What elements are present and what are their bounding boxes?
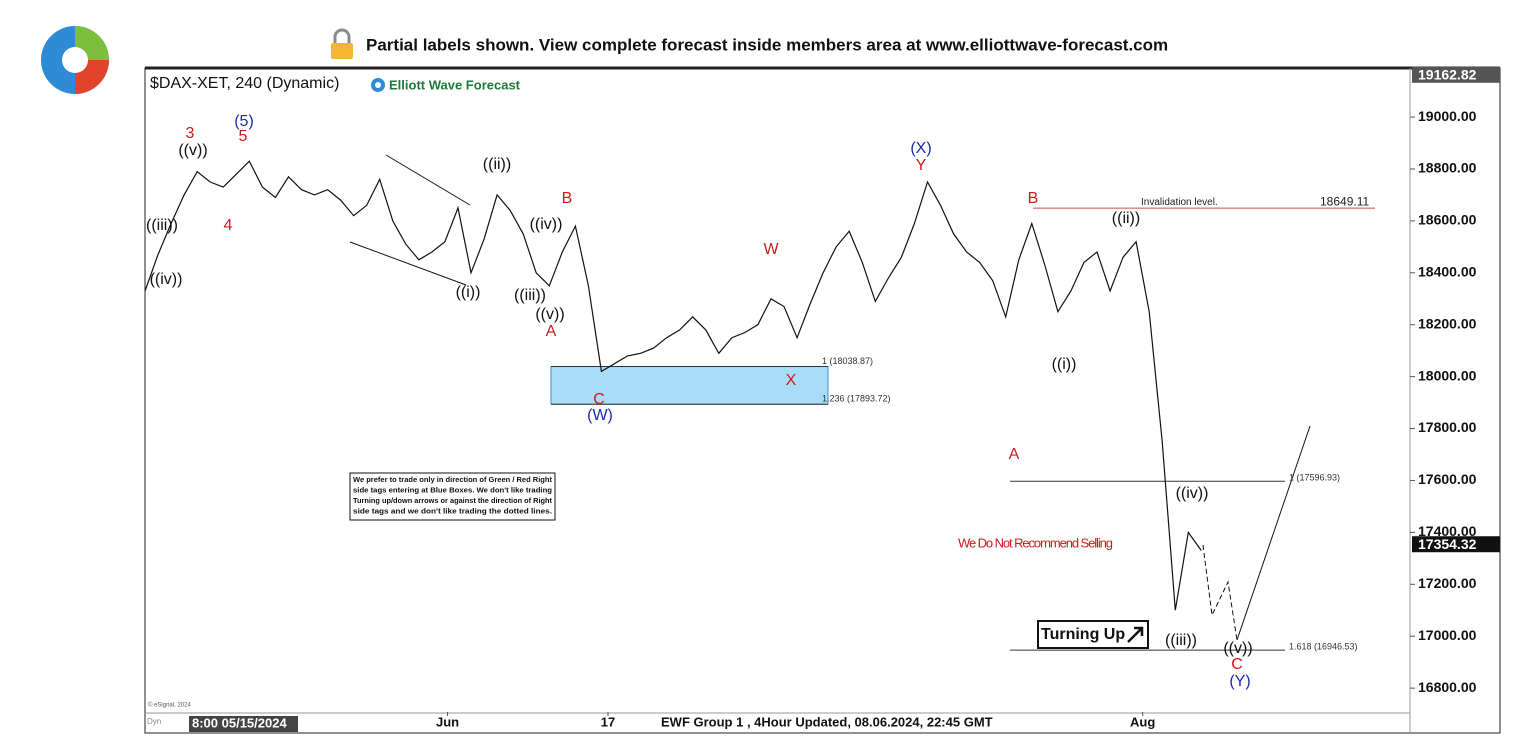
- y-tick-label: 16800.00: [1418, 679, 1477, 695]
- wave-label: B: [562, 190, 573, 207]
- x-tick-label: Jun: [436, 714, 459, 729]
- note: We Do Not Recommend Selling: [958, 535, 1113, 550]
- lock-icon: [331, 28, 353, 59]
- x-tick-label: 17: [601, 714, 615, 729]
- wave-label: 4: [224, 217, 233, 234]
- disclaimer-line: side tags and we don't like trading the …: [353, 506, 552, 515]
- price-marker-label: 19162.82: [1418, 66, 1477, 82]
- y-tick-label: 18600.00: [1418, 212, 1477, 228]
- wave-label: A: [1009, 446, 1020, 463]
- y-tick-label: 17200.00: [1418, 575, 1477, 591]
- wave-label: ((iv)): [1176, 485, 1209, 502]
- wave-label: ((v)): [535, 306, 564, 323]
- disclaimer-line: side tags entering at Blue Boxes. We don…: [353, 485, 553, 494]
- disclaimer-line: We prefer to trade only in direction of …: [353, 475, 553, 484]
- wave-label: ((v)): [178, 142, 207, 159]
- y-tick-label: 17600.00: [1418, 471, 1477, 487]
- wave-label: (5): [234, 113, 254, 130]
- blue-box: [550, 366, 829, 405]
- wave-label: ((ii)): [483, 156, 511, 173]
- brand: Elliott Wave Forecast: [389, 77, 521, 92]
- wave-label: ((ii)): [1112, 210, 1140, 227]
- wave-label: ((iv)): [530, 216, 563, 233]
- turning-arrow: [1127, 626, 1144, 643]
- price-marker: [1412, 536, 1500, 553]
- y-tick-label: 18200.00: [1418, 315, 1477, 331]
- disclaimer-box: [349, 472, 556, 521]
- y-tick-label: 18000.00: [1418, 367, 1477, 383]
- y-tick-label: 17000.00: [1418, 627, 1477, 643]
- wave-label: C: [1231, 656, 1243, 673]
- wave-label: C: [593, 391, 605, 408]
- wave-label: (Y): [1229, 673, 1250, 690]
- fib-label: 1.236 (17893.72): [822, 394, 891, 404]
- chart-title: $DAX-XET, 240 (Dynamic): [150, 75, 339, 92]
- copyright: © eSignal, 2024: [148, 702, 191, 709]
- wave-label: Y: [916, 157, 927, 174]
- x-tick-label: Aug: [1130, 714, 1155, 729]
- cursor-date-bg: [189, 716, 298, 732]
- fib-label: 1 (17596.93): [1289, 473, 1340, 483]
- wave-label: ((i)): [1052, 356, 1077, 373]
- wave-label: ((iii)): [1165, 632, 1197, 649]
- invalidation-label: 18649.11: [1320, 194, 1369, 208]
- wave-label: ((v)): [1223, 640, 1252, 657]
- diagonal: [349, 154, 471, 286]
- wave-label: W: [763, 241, 779, 258]
- wave-label: A: [546, 323, 557, 340]
- logo: [41, 26, 109, 94]
- price-line: [144, 160, 1202, 611]
- y-tick-label: 18800.00: [1418, 160, 1477, 176]
- turning-box: [1037, 620, 1149, 649]
- wave-label: X: [786, 372, 797, 389]
- fib-label: 1 (18038.87): [822, 356, 873, 366]
- footer: EWF Group 1 , 4Hour Updated, 08.06.2024,…: [661, 714, 993, 729]
- y-tick-label: 18400.00: [1418, 264, 1477, 280]
- fib-label: 1.618 (16946.53): [1289, 641, 1358, 651]
- y-tick-label: 17800.00: [1418, 419, 1477, 435]
- wave-label: ((iv)): [150, 271, 183, 288]
- wave-label: ((iii)): [514, 287, 546, 304]
- y-tick-label: 19000.00: [1418, 108, 1477, 124]
- banner: Partial labels shown. View complete fore…: [366, 35, 1168, 54]
- wave-label: ((iii)): [146, 217, 178, 234]
- cursor-date: 8:00 05/15/2024: [192, 715, 287, 730]
- wave-label: 3: [186, 125, 195, 142]
- wave-label: B: [1028, 190, 1039, 207]
- wave-label: (W): [587, 407, 613, 424]
- wave-label: 5: [239, 128, 248, 145]
- y-tick-label: 17400.00: [1418, 523, 1477, 539]
- projection-dashed: [1202, 544, 1238, 641]
- turning-label: Turning Up: [1041, 626, 1125, 643]
- dyn: Dyn: [147, 717, 161, 726]
- wave-label: ((i)): [456, 284, 481, 301]
- price-marker: [1412, 66, 1500, 83]
- price-marker-label: 17354.32: [1418, 536, 1477, 552]
- wave-label: (X): [910, 140, 931, 157]
- brand-icon: [375, 82, 381, 88]
- invalidation-text: Invalidation level.: [1141, 197, 1218, 208]
- projection: [1236, 425, 1311, 641]
- disclaimer-line: Turning up/down arrows or against the di…: [353, 496, 553, 505]
